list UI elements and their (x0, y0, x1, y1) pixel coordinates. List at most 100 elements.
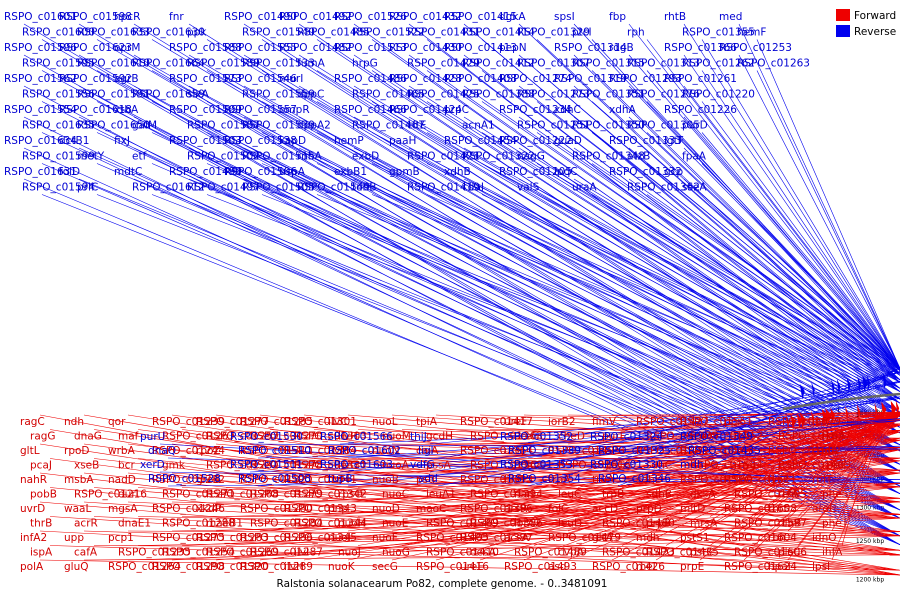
label-connector (353, 54, 900, 418)
forward-gene-label: phoB (724, 445, 751, 457)
reverse-gene-label: RSPO_c01633 (77, 27, 150, 39)
reverse-gene-label: kapD (279, 135, 306, 147)
label-connector (753, 412, 900, 430)
reverse-gene-label: RSPO_c01348 (572, 151, 645, 163)
forward-gene-label: nuoM (382, 431, 411, 443)
reverse-gene-label: RSPO_c01388 (462, 89, 535, 101)
forward-gene-label: ureF (504, 416, 527, 428)
forward-gene-arrow (785, 414, 789, 431)
label-connector (743, 412, 900, 503)
label-connector (83, 530, 900, 556)
label-connector (756, 70, 900, 369)
forward-gene-label: pheS (822, 489, 849, 501)
forward-gene-label: leuA1 (426, 489, 456, 501)
reverse-gene-label: rdgB (609, 42, 634, 54)
forward-gene-label: nuoJ (338, 547, 361, 559)
label-connector (573, 54, 900, 376)
label-connector (429, 398, 900, 445)
reverse-gene-label: thiJ (410, 431, 427, 443)
forward-gene-arrow (810, 410, 815, 427)
forward-gene-label: RSPO_c01286 (240, 532, 313, 544)
forward-gene-label: sdhD (636, 474, 663, 486)
reverse-gene-label: fbp (609, 11, 626, 23)
forward-gene-label: fkpA (822, 431, 846, 443)
forward-gene-label: rpoD (64, 445, 90, 457)
reverse-gene-label: RSPO_c01538 (224, 135, 297, 147)
label-connector (591, 132, 900, 374)
reverse-gene-label: exbD (352, 151, 379, 163)
label-connector (841, 417, 879, 459)
label-connector (738, 54, 900, 369)
forward-gene-label: dnaG (74, 431, 102, 443)
forward-gene-label: qor (108, 416, 126, 428)
reverse-gene-label: RSPO_c01513 (334, 42, 407, 54)
reverse-gene-label: RSPO_c01314 (554, 42, 627, 54)
label-connector (536, 39, 900, 381)
forward-gene-label: waaL (64, 503, 91, 515)
reverse-gene-label: tonB (352, 182, 376, 194)
legend-forward-label: Forward (854, 10, 896, 22)
forward-gene-label: prpB (646, 518, 671, 530)
forward-gene-label: RSPO_c01427 (636, 416, 709, 428)
label-connector (298, 178, 900, 434)
forward-gene-label: RSPO_c01321 (240, 474, 313, 486)
forward-gene-label: RSPO_c01244 (152, 445, 225, 457)
forward-gene-label: RSPO_c01493 (504, 561, 577, 573)
label-connector (591, 163, 900, 374)
forward-gene-label: RSPO_c01441 (636, 445, 709, 457)
reverse-gene-label: add (418, 473, 438, 485)
label-connector (527, 380, 900, 459)
forward-gene-label: xkdP (196, 503, 221, 515)
label-connector (347, 418, 900, 487)
forward-gene-label: msbA (64, 474, 94, 486)
label-connector (787, 413, 900, 474)
label-connector (316, 101, 900, 428)
reverse-gene-label: dppC (297, 89, 324, 101)
forward-gene-label: RSPO_c01624 (724, 561, 797, 573)
forward-gene-label: nuoE (382, 518, 408, 530)
label-connector (463, 178, 900, 392)
label-connector (401, 447, 900, 546)
reverse-gene-label: RSPO_c01274 (499, 73, 572, 85)
forward-gene-label: nuoF (372, 532, 398, 544)
forward-gene-label: codA (812, 445, 839, 457)
forward-gene-label: hflB (504, 474, 524, 486)
forward-gene-label: nuoC (382, 489, 409, 501)
label-connector (429, 398, 900, 473)
label-connector (701, 70, 900, 369)
forward-gene-label: dhlC (514, 460, 538, 472)
reverse-gene-label: lgtF (664, 135, 684, 147)
forward-gene-label: acrR (74, 518, 98, 530)
forward-gene-label: ispA (30, 547, 53, 559)
label-connector (83, 554, 900, 561)
forward-gene-label: RSPO_c01364 (460, 445, 533, 457)
forward-gene-label: plsC (778, 547, 800, 559)
forward-gene-label: RSPO_c01257 (206, 431, 279, 443)
reverse-gene-label: RSPO_c01205 (499, 166, 572, 178)
reverse-gene-label: prpC (444, 104, 469, 116)
label-connector (215, 501, 900, 561)
forward-gene-label: maf (118, 431, 139, 443)
forward-gene-label: RSPO_c01516 (558, 460, 631, 472)
reverse-gene-arrow (882, 373, 887, 390)
label-connector (259, 486, 900, 561)
legend-reverse-label: Reverse (854, 26, 896, 38)
reverse-gene-arrow (799, 383, 805, 400)
label-connector (206, 70, 900, 465)
label-connector (536, 194, 900, 381)
forward-gene-label: RSPO_c01552 (690, 431, 763, 443)
forward-gene-label: RSPO_c01216 (74, 489, 147, 501)
reverse-gene-label: RSPO_c01659 (132, 89, 205, 101)
label-connector (683, 116, 900, 369)
forward-gene-label: acsA (504, 532, 530, 544)
forward-gene-label: RSPO_c01605 (734, 489, 807, 501)
label-connector (481, 39, 900, 389)
forward-gene-label: lysP (768, 474, 789, 486)
reverse-gene-label: RSPO_c01220 (682, 89, 755, 101)
forward-gene-label: RSPO_c01405 (416, 532, 489, 544)
forward-gene-label: RSPO_c01343 (284, 503, 357, 515)
reverse-gene-label: tupB (328, 473, 353, 485)
forward-gene-label: ilvC (328, 416, 347, 428)
reverse-gene-label: RSPO_c01330 (590, 459, 663, 471)
label-connector (353, 147, 900, 418)
